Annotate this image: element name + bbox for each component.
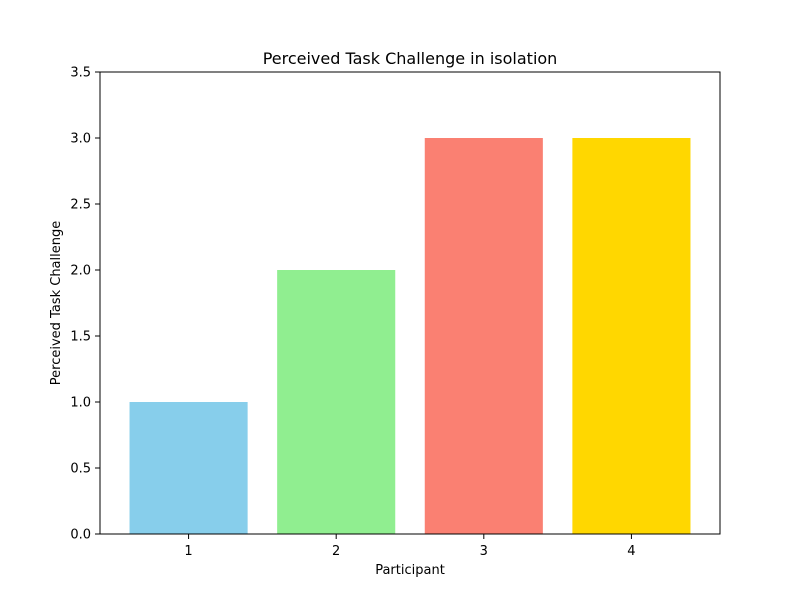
y-tick-label: 1.0 [70,396,91,411]
bar-participant-3 [424,138,543,534]
y-tick-label: 0.0 [70,528,91,543]
y-tick-label: 2.0 [70,264,91,279]
plot-area-frame [99,71,721,535]
chart-title: Perceived Task Challenge in isolation [263,49,558,68]
x-axis-label: Participant [375,563,445,578]
bar-participant-1 [129,402,248,534]
y-tick-label: 3.5 [70,66,91,81]
y-axis-ticks: 0.0 0.5 1.0 1.5 2.0 2.5 3.0 3.5 [70,66,100,543]
x-tick-label: 3 [480,544,488,559]
y-tick-label: 1.5 [70,330,91,345]
y-axis-label: Perceived Task Challenge [49,221,64,385]
x-axis-ticks: 1 2 3 4 [184,534,636,559]
x-tick-label: 1 [184,544,192,559]
x-tick-label: 4 [627,544,635,559]
y-tick-label: 3.0 [70,132,91,147]
y-tick-label: 0.5 [70,462,91,477]
bar-participant-2 [277,270,396,534]
bars-group [129,138,691,534]
x-tick-label: 2 [332,544,340,559]
bar-participant-4 [572,138,691,534]
y-tick-label: 2.5 [70,198,91,213]
